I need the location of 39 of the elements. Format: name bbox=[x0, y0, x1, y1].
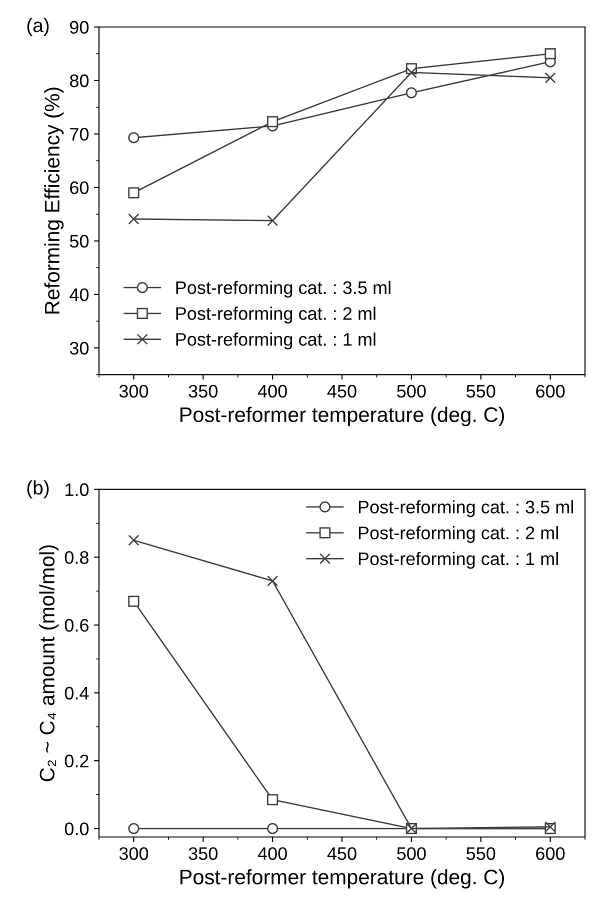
y-tick-label: 0.8 bbox=[64, 551, 88, 564]
legend-label: Post-reforming cat. : 2 ml bbox=[358, 526, 558, 543]
y-axis-title: Reforming Efficiency (%) bbox=[44, 88, 64, 314]
x-tick-label: 500 bbox=[397, 847, 426, 860]
x-tick-label: 400 bbox=[258, 384, 287, 398]
y-tick-label: 60 bbox=[70, 181, 89, 194]
x-tick-label: 600 bbox=[536, 847, 565, 860]
y-tick-label: 90 bbox=[70, 20, 89, 34]
x-tick-label: 450 bbox=[327, 384, 356, 398]
x-tick-label: 350 bbox=[188, 384, 218, 398]
x-tick-label: 300 bbox=[119, 384, 148, 398]
x-tick-label: 400 bbox=[258, 847, 287, 860]
y-tick-label: 0.4 bbox=[64, 686, 89, 700]
text: (a) bbox=[27, 18, 49, 36]
y-tick-label: 40 bbox=[70, 288, 89, 302]
legend-label: Post-reforming cat. : 1 ml bbox=[176, 332, 376, 350]
x-tick-label: 550 bbox=[466, 847, 496, 860]
y-tick-label: 30 bbox=[70, 342, 89, 355]
x-tick-label: 550 bbox=[466, 384, 496, 398]
x-tick-label: 500 bbox=[397, 384, 426, 398]
y-tick-label: 0.0 bbox=[64, 822, 89, 836]
y-tick-label: 0.2 bbox=[64, 754, 88, 768]
y-tick-label: 70 bbox=[70, 128, 89, 141]
x-axis-title: Post-reformer temperature (deg. C) bbox=[180, 869, 504, 889]
legend-label: Post-reforming cat. : 3.5 ml bbox=[358, 500, 573, 518]
y-tick-label: 0.6 bbox=[64, 618, 88, 632]
x-tick-label: 300 bbox=[119, 847, 148, 860]
y-tick-label: 1.0 bbox=[66, 483, 89, 496]
x-tick-label: 450 bbox=[327, 847, 356, 860]
y-tick-label: 50 bbox=[70, 234, 89, 248]
x-axis-title: Post-reformer temperature (deg. C) bbox=[180, 406, 504, 426]
x-tick-label: 350 bbox=[188, 847, 218, 860]
legend-label: Post-reforming cat. : 1 ml bbox=[358, 552, 558, 569]
x-tick-label: 600 bbox=[536, 384, 565, 398]
text: (b) bbox=[27, 480, 49, 498]
y-axis-title: C₂ ~ C₄ amount (mol/mol) bbox=[39, 545, 59, 782]
legend-label: Post-reforming cat. : 3.5 ml bbox=[176, 280, 390, 298]
y-tick-label: 80 bbox=[70, 74, 89, 88]
legend-label: Post-reforming cat. : 2 ml bbox=[176, 306, 376, 324]
